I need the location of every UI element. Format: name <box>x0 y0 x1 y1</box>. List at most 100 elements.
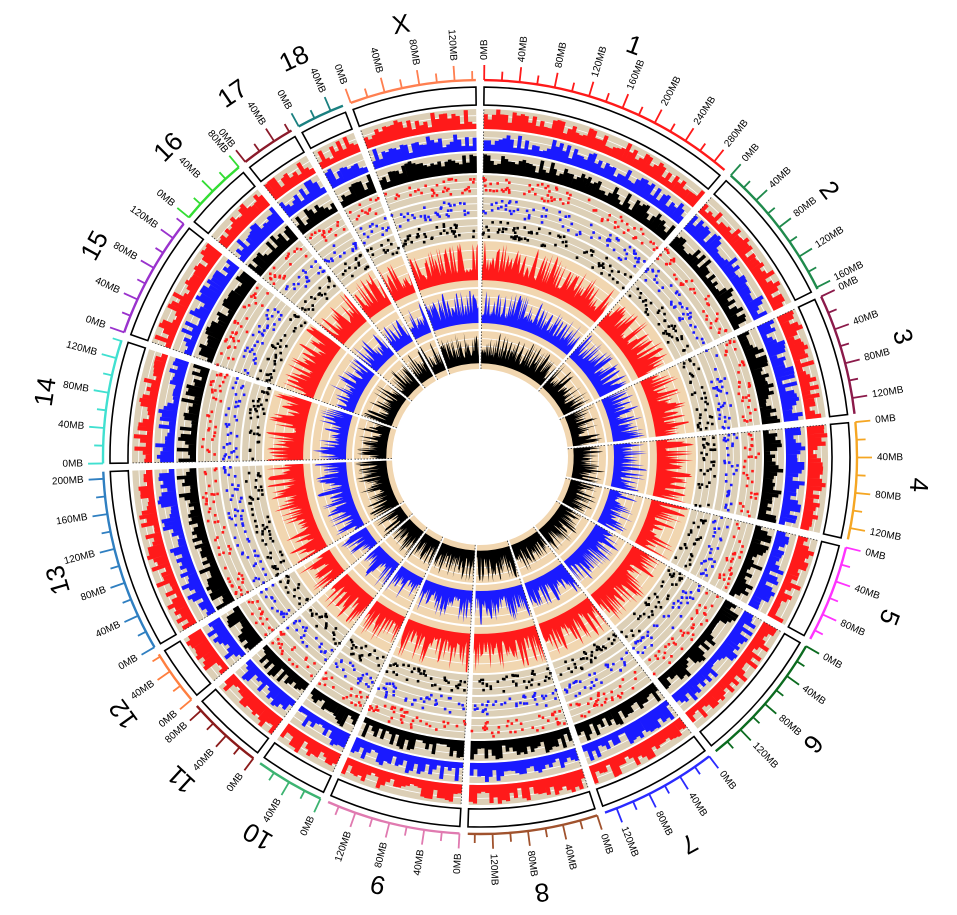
track-3-chr-1 <box>483 153 678 241</box>
chromosome-separator <box>270 718 284 736</box>
histogram-bars <box>698 203 785 311</box>
minor-tick <box>726 740 734 749</box>
histogram-bars <box>747 530 790 610</box>
major-tick <box>527 830 531 846</box>
chromosome-separator <box>369 674 379 693</box>
chromosome-label-8: 8 <box>533 877 552 909</box>
track-9-chr-14 <box>354 417 397 460</box>
chromosome-separator <box>668 229 683 246</box>
tick-label: 40MB <box>516 35 530 62</box>
ticks-chr-4: 0MB 40MB 80MB 120MB <box>850 413 903 543</box>
major-tick <box>140 259 155 269</box>
chromosome-separator <box>461 762 464 783</box>
track-1-chr-14 <box>132 349 169 463</box>
scatter-points <box>644 267 705 345</box>
chromosome-separator <box>245 263 261 277</box>
chromosome-1 <box>483 78 726 191</box>
histogram-bars <box>363 110 477 149</box>
track-grid-line <box>387 187 478 206</box>
major-tick <box>822 613 837 622</box>
track-grid-line <box>714 521 742 587</box>
histogram-bars <box>470 726 573 760</box>
chromosome-separator <box>581 768 589 788</box>
chromosome-separator <box>255 377 275 386</box>
histogram-bars <box>218 194 271 249</box>
track-grid-line <box>380 318 401 333</box>
track-9-chr-15 <box>361 379 411 428</box>
track-grid-line <box>386 586 413 603</box>
tick-label: 40MB <box>58 419 85 432</box>
histogram-bars <box>176 468 235 611</box>
chromosome-separator <box>255 577 273 589</box>
track-4-chr-1 <box>482 175 663 258</box>
track-9-chr-2 <box>538 362 593 418</box>
area-profile <box>362 384 407 427</box>
track-grid-line <box>682 361 704 432</box>
track-1-chr-13 <box>132 469 197 633</box>
minor-tick <box>796 660 805 667</box>
minor-tick <box>544 828 548 838</box>
chromosome-separator <box>718 432 739 436</box>
track-9-chr-7 <box>509 526 557 576</box>
chromosome-separator <box>341 734 351 753</box>
track-4-chr-5 <box>709 519 754 594</box>
chromosome-separator <box>683 213 698 229</box>
track-2-chr-9 <box>348 737 464 783</box>
chromosome-separator <box>604 487 644 498</box>
chromosome-separator <box>213 667 230 682</box>
major-tick <box>679 776 689 790</box>
track-3-chr-5 <box>728 525 776 604</box>
area-profile <box>373 506 409 537</box>
chromosome-box <box>301 111 354 150</box>
track-3-chr-2 <box>668 229 753 331</box>
area-profile <box>360 600 406 644</box>
tick-label: 80MB <box>553 41 569 69</box>
chromosome-ideogram <box>101 78 859 836</box>
major-tick <box>844 358 860 365</box>
major-tick <box>160 228 174 239</box>
track-3-chr-7 <box>574 682 665 744</box>
minor-tick <box>509 832 512 842</box>
track-grid-line <box>439 338 479 347</box>
major-tick <box>101 353 117 359</box>
area-profile <box>282 326 341 399</box>
ticks-chr-18: 0MB 40MB <box>274 66 332 127</box>
minor-tick <box>829 597 839 603</box>
histogram-bars <box>372 134 477 170</box>
chromosome-separator <box>276 201 290 218</box>
track-grid-line <box>272 465 302 562</box>
track-background <box>692 434 719 510</box>
track-1-chr-8 <box>468 768 589 805</box>
track-4-chr-X <box>383 175 478 211</box>
track-grid-line <box>629 288 682 358</box>
tick-label: 40MB <box>244 100 268 128</box>
track-grid-line <box>748 431 756 518</box>
major-tick <box>820 289 836 298</box>
chromosome-separator <box>310 666 323 683</box>
histogram-bars <box>340 173 377 208</box>
track-8-chr-5 <box>592 487 644 539</box>
major-tick <box>457 833 461 849</box>
track-grid-line <box>676 510 699 566</box>
chromosome-2 <box>712 174 819 302</box>
major-tick <box>110 582 125 589</box>
area-profile <box>324 573 374 625</box>
chromosome-separator <box>354 228 365 247</box>
track-7-chr-4 <box>645 436 697 505</box>
track-grid-line <box>424 296 479 308</box>
scatter-points <box>301 276 336 312</box>
track-6-chr-3 <box>677 355 717 433</box>
track-5-chr-6 <box>630 577 705 660</box>
chromosome-scale-arc <box>820 295 856 414</box>
tick-label: 240MB <box>692 94 719 127</box>
track-4-chr-2 <box>654 246 733 341</box>
tick-label: 40MB <box>176 155 203 181</box>
histogram-bars <box>279 723 342 766</box>
histogram-bars <box>157 468 216 616</box>
histogram-bars <box>767 535 815 624</box>
tick-label: 200MB <box>52 475 85 488</box>
chromosome-separator <box>679 717 692 734</box>
major-tick <box>201 179 214 192</box>
chromosome-separator <box>784 426 805 430</box>
track-8-chr-2 <box>565 331 631 400</box>
